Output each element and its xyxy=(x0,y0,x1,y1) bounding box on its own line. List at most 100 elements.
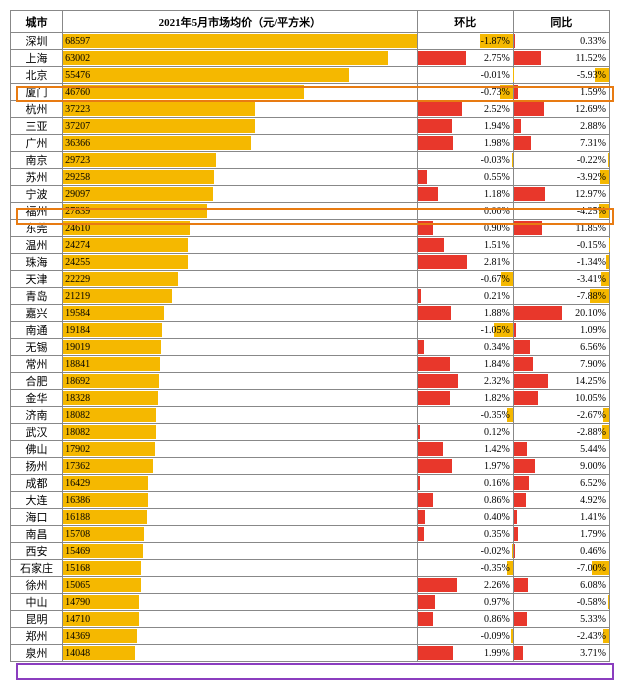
mom-cell: 0.90% xyxy=(417,220,513,237)
price-label: 14048 xyxy=(65,645,90,661)
city-cell: 大连 xyxy=(11,492,63,509)
yoy-label: -7.88% xyxy=(577,288,606,304)
yoy-cell: -0.58% xyxy=(513,594,609,611)
yoy-bar xyxy=(514,510,517,524)
price-label: 17362 xyxy=(65,458,90,474)
price-cell: 37207 xyxy=(63,118,418,135)
mom-cell: 1.51% xyxy=(417,237,513,254)
city-cell: 无锡 xyxy=(11,339,63,356)
yoy-cell: 7.90% xyxy=(513,356,609,373)
mom-label: -0.35% xyxy=(481,560,510,576)
mom-label: 0.35% xyxy=(484,526,510,542)
yoy-cell: 2.88% xyxy=(513,118,609,135)
mom-cell: 1.88% xyxy=(417,305,513,322)
yoy-label: 20.10% xyxy=(575,305,606,321)
mom-label: -0.35% xyxy=(481,407,510,423)
price-bar xyxy=(63,85,304,99)
yoy-label: 4.92% xyxy=(580,492,606,508)
mom-label: 1.84% xyxy=(484,356,510,372)
price-label: 37207 xyxy=(65,118,90,134)
table-wrapper: 城市 2021年5月市场均价（元/平方米） 环比 同比 深圳68597-1.87… xyxy=(10,10,610,662)
city-cell: 东莞 xyxy=(11,220,63,237)
mom-bar xyxy=(418,187,439,201)
yoy-label: -0.15% xyxy=(577,237,606,253)
yoy-label: -0.58% xyxy=(577,594,606,610)
yoy-label: 11.52% xyxy=(576,50,606,66)
mom-bar xyxy=(418,442,443,456)
yoy-bar xyxy=(514,34,515,48)
yoy-cell: 0.46% xyxy=(513,543,609,560)
mom-label: 1.88% xyxy=(484,305,510,321)
yoy-label: 1.79% xyxy=(580,526,606,542)
price-bar xyxy=(63,34,417,48)
yoy-cell: 20.10% xyxy=(513,305,609,322)
table-row: 广州363661.98%7.31% xyxy=(11,135,610,152)
yoy-bar xyxy=(514,459,536,473)
mom-bar xyxy=(418,357,450,371)
price-label: 14790 xyxy=(65,594,90,610)
mom-label: 2.81% xyxy=(484,254,510,270)
table-row: 大连163860.86%4.92% xyxy=(11,492,610,509)
city-cell: 珠海 xyxy=(11,254,63,271)
mom-cell: 0.86% xyxy=(417,492,513,509)
city-cell: 三亚 xyxy=(11,118,63,135)
yoy-label: 14.25% xyxy=(575,373,606,389)
yoy-label: -0.22% xyxy=(577,152,606,168)
mom-cell: -0.09% xyxy=(417,628,513,645)
table-row: 无锡190190.34%6.56% xyxy=(11,339,610,356)
mom-label: 1.51% xyxy=(484,237,510,253)
city-cell: 南通 xyxy=(11,322,63,339)
city-cell: 青岛 xyxy=(11,288,63,305)
yoy-bar xyxy=(514,323,517,337)
price-cell: 63002 xyxy=(63,50,418,67)
yoy-label: -2.88% xyxy=(577,424,606,440)
yoy-bar xyxy=(514,340,530,354)
mom-cell: 2.81% xyxy=(417,254,513,271)
price-cell: 68597 xyxy=(63,33,418,50)
yoy-bar xyxy=(514,391,538,405)
yoy-bar xyxy=(514,102,544,116)
yoy-cell: 1.79% xyxy=(513,526,609,543)
price-bar xyxy=(63,68,349,82)
yoy-bar xyxy=(608,595,609,609)
price-cell: 18328 xyxy=(63,390,418,407)
table-row: 宁波290971.18%12.97% xyxy=(11,186,610,203)
mom-cell: 1.97% xyxy=(417,458,513,475)
city-cell: 苏州 xyxy=(11,169,63,186)
price-cell: 24610 xyxy=(63,220,418,237)
mom-label: 0.21% xyxy=(484,288,510,304)
yoy-cell: 5.44% xyxy=(513,441,609,458)
price-cell: 21219 xyxy=(63,288,418,305)
yoy-bar xyxy=(514,476,530,490)
table-row: 济南18082-0.35%-2.67% xyxy=(11,407,610,424)
table-row: 金华183281.82%10.05% xyxy=(11,390,610,407)
price-label: 19184 xyxy=(65,322,90,338)
price-cell: 19184 xyxy=(63,322,418,339)
price-cell: 18082 xyxy=(63,407,418,424)
price-bar xyxy=(63,119,255,133)
table-row: 泉州140481.99%3.71% xyxy=(11,645,610,662)
mom-bar xyxy=(418,136,453,150)
city-cell: 成都 xyxy=(11,475,63,492)
yoy-cell: 5.33% xyxy=(513,611,609,628)
price-cell: 29258 xyxy=(63,169,418,186)
mom-cell: 0.86% xyxy=(417,611,513,628)
price-label: 18692 xyxy=(65,373,90,389)
mom-cell: 0.97% xyxy=(417,594,513,611)
table-row: 海口161880.40%1.41% xyxy=(11,509,610,526)
yoy-label: 1.41% xyxy=(580,509,606,525)
city-cell: 徐州 xyxy=(11,577,63,594)
yoy-label: 11.85% xyxy=(576,220,606,236)
yoy-label: -2.43% xyxy=(577,628,606,644)
city-cell: 合肥 xyxy=(11,373,63,390)
price-bar xyxy=(63,102,255,116)
yoy-label: 6.08% xyxy=(580,577,606,593)
yoy-cell: 0.33% xyxy=(513,33,609,50)
table-row: 福州278390.00%-4.25% xyxy=(11,203,610,220)
price-label: 24274 xyxy=(65,237,90,253)
mom-cell: 1.18% xyxy=(417,186,513,203)
price-label: 18082 xyxy=(65,407,90,423)
mom-cell: 2.32% xyxy=(417,373,513,390)
price-cell: 29723 xyxy=(63,152,418,169)
mom-cell: 2.52% xyxy=(417,101,513,118)
